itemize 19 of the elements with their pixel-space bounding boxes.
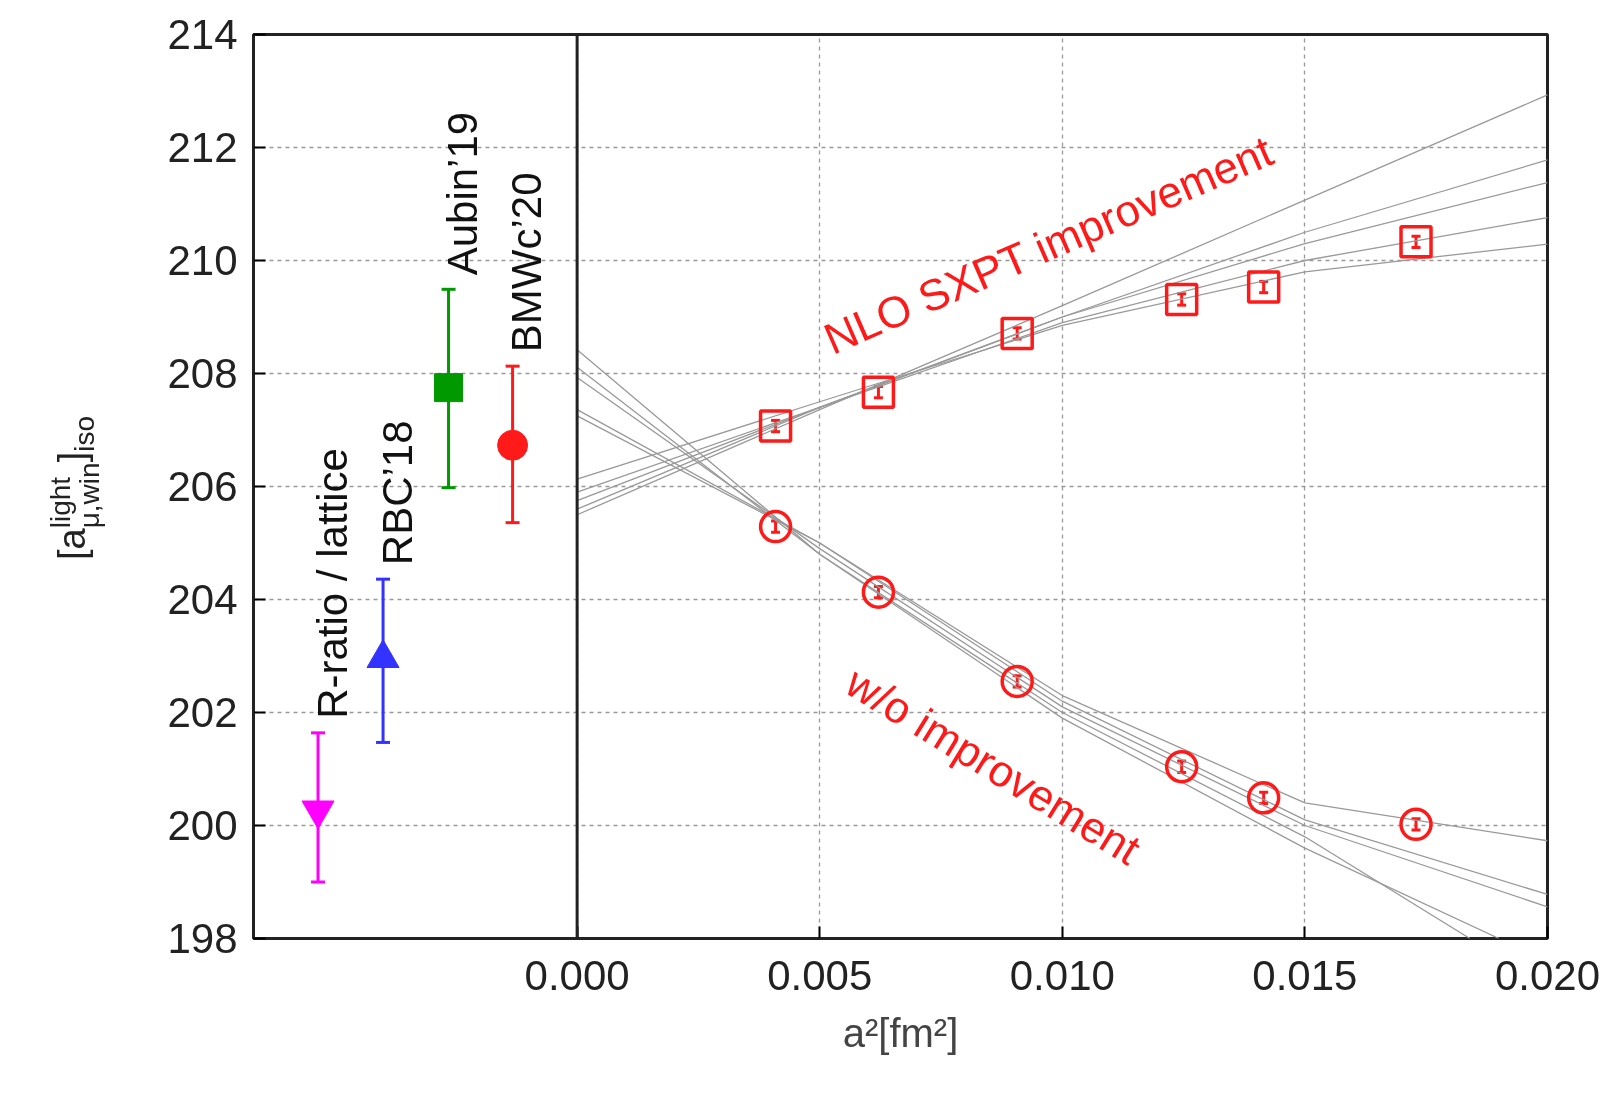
y-tick-label: 206 <box>167 463 238 510</box>
y-tick-label: 198 <box>167 915 238 962</box>
y-tick-label: 214 <box>167 11 238 58</box>
text: BMWc’20 <box>503 172 551 353</box>
text: R-ratio / lattice <box>308 448 356 719</box>
x-tick-label: 0.000 <box>524 951 630 999</box>
y-tick-label: 200 <box>167 802 238 849</box>
y-tick-label: 210 <box>167 237 238 284</box>
text: RBC’18 <box>373 420 421 566</box>
y-tick-label: 208 <box>167 350 238 397</box>
y-tick-label: 212 <box>167 124 238 171</box>
x-tick-label: 0.005 <box>767 951 873 999</box>
x-axis-title: a²[fm²] <box>842 1010 959 1055</box>
x-tick-label: 0.010 <box>1009 951 1115 999</box>
x-tick-label: 0.020 <box>1494 951 1601 999</box>
x-tick-label: 0.015 <box>1252 951 1358 999</box>
text: Aubin’19 <box>439 111 487 276</box>
y-tick-label: 202 <box>167 689 238 736</box>
y-tick-label: 204 <box>167 576 238 623</box>
